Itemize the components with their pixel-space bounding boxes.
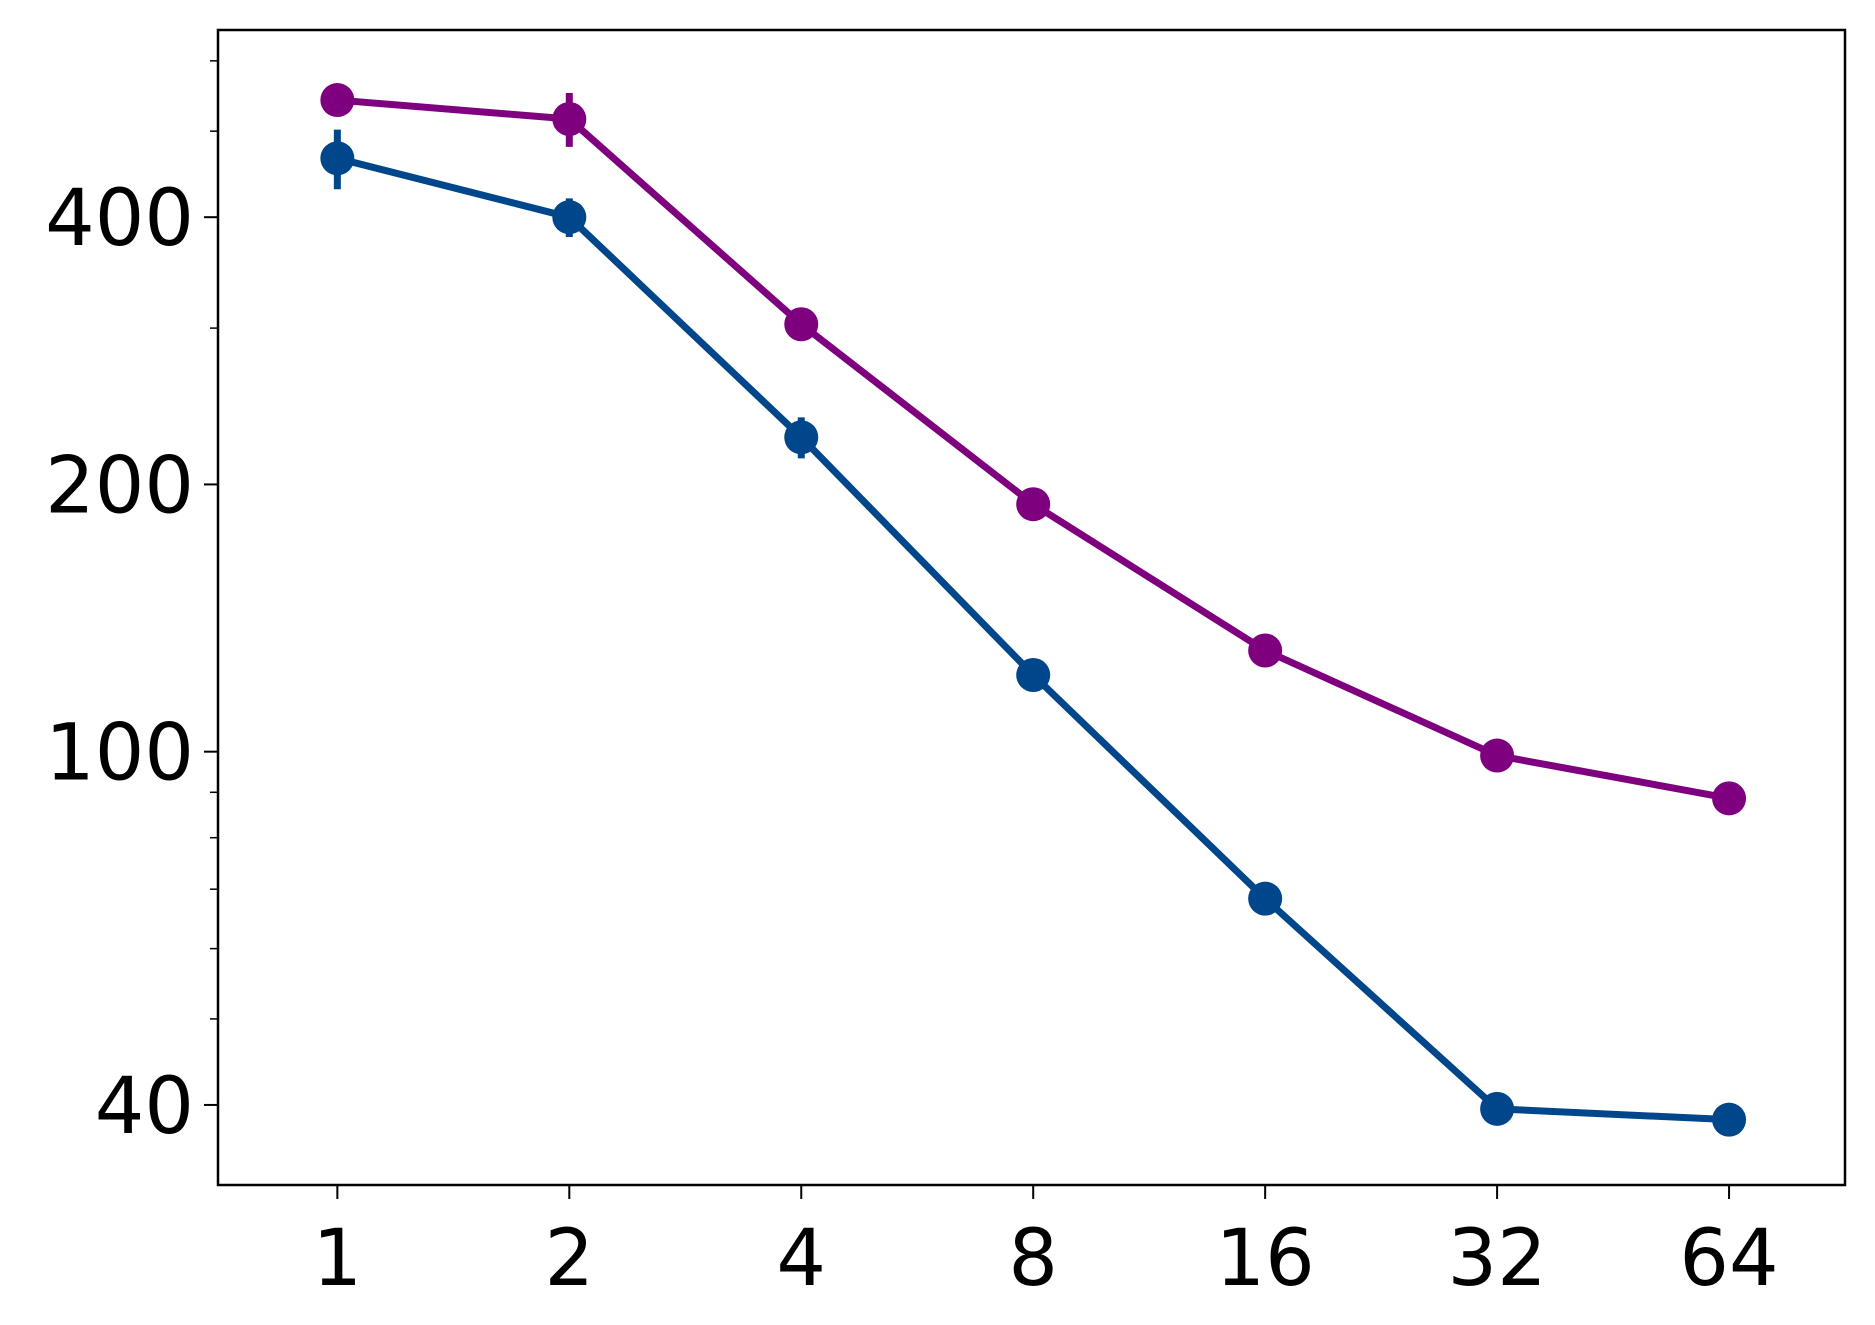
marker — [320, 141, 355, 176]
marker — [784, 420, 819, 455]
marker — [1016, 658, 1051, 693]
marker — [784, 307, 819, 342]
y-tick-label: 400 — [45, 174, 194, 264]
marker — [552, 200, 587, 235]
marker — [320, 83, 355, 118]
x-tick-label: 1 — [313, 1214, 363, 1304]
x-tick-label: 64 — [1679, 1214, 1778, 1304]
x-tick-label: 32 — [1447, 1214, 1546, 1304]
marker — [1480, 738, 1515, 773]
x-tick-label: 4 — [776, 1214, 826, 1304]
plot-frame — [216, 28, 1847, 1187]
marker — [1712, 1102, 1747, 1137]
marker — [1016, 487, 1051, 522]
y-tick-label: 40 — [95, 1062, 194, 1152]
series-line — [337, 96, 1730, 802]
marker — [1248, 881, 1283, 916]
y-tick-label: 200 — [45, 441, 194, 531]
x-tick-label: 2 — [544, 1214, 594, 1304]
series-line — [336, 154, 1730, 1124]
y-tick-label: 100 — [45, 709, 194, 799]
x-tick-label: 16 — [1216, 1214, 1315, 1304]
marker — [1712, 781, 1747, 816]
marker — [1248, 633, 1283, 668]
marker — [1480, 1091, 1515, 1126]
marker — [552, 102, 587, 137]
x-tick-label: 8 — [1008, 1214, 1058, 1304]
